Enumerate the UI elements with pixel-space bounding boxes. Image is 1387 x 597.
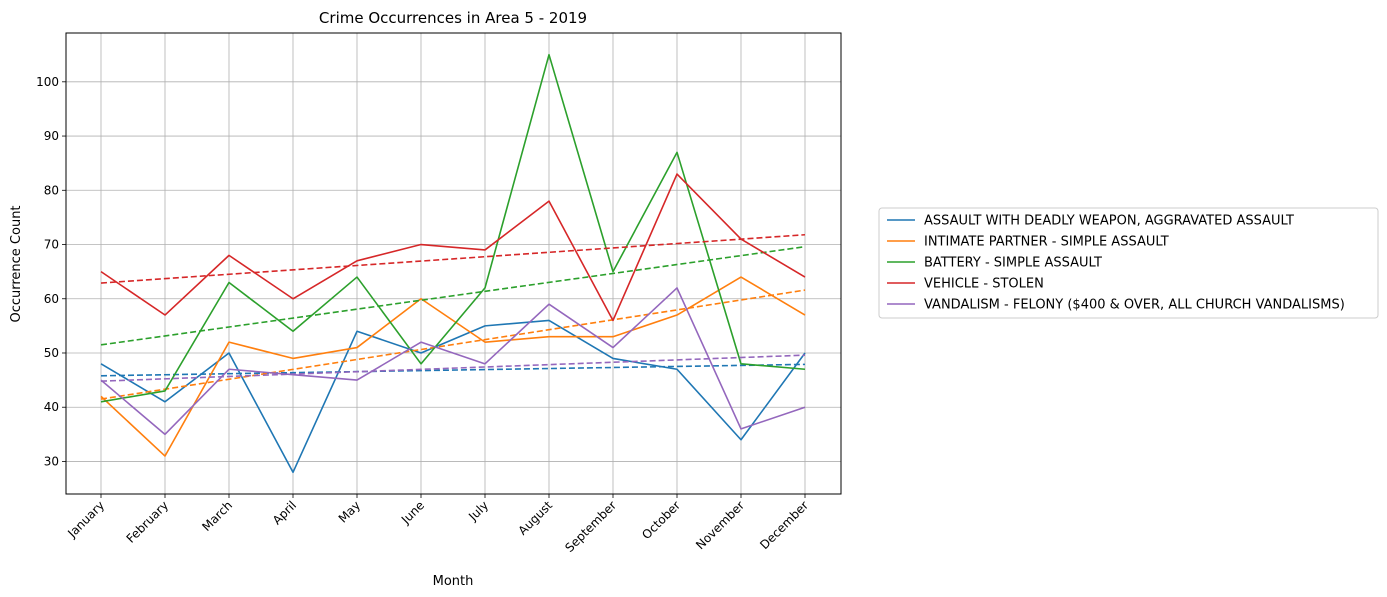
- legend-entry: VEHICLE - STOLEN: [924, 277, 1044, 292]
- y-tick-label: 80: [44, 183, 59, 197]
- chart-title: Crime Occurrences in Area 5 - 2019: [319, 9, 587, 27]
- x-axis-label: Month: [433, 574, 474, 589]
- legend-entry: INTIMATE PARTNER - SIMPLE ASSAULT: [924, 235, 1169, 250]
- y-tick-label: 70: [44, 238, 59, 252]
- legend-entry: BATTERY - SIMPLE ASSAULT: [924, 256, 1102, 271]
- y-tick-label: 100: [36, 75, 59, 89]
- series-line: [100, 276, 806, 457]
- x-axis: January February March April May June July Augu…: [64, 494, 811, 555]
- x-tick-label: January: [64, 498, 107, 541]
- y-tick-label: 30: [44, 454, 59, 468]
- x-tick-label: May: [336, 498, 363, 525]
- x-tick-label: April: [270, 498, 299, 527]
- x-tick-label: October: [639, 498, 683, 542]
- series-layer: [100, 53, 806, 474]
- plot-frame: [65, 32, 842, 495]
- y-tick-label: 50: [44, 346, 59, 360]
- x-tick-label: December: [757, 498, 811, 552]
- legend-box: [878, 207, 1379, 319]
- legend-entry: VANDALISM - FELONY ($400 & OVER, ALL CHU…: [924, 298, 1345, 313]
- legend: ASSAULT WITH DEADLY WEAPON, AGGRAVATED A…: [878, 207, 1379, 319]
- y-axis: 30 40 50 60 70 80 90 100: [36, 75, 66, 468]
- x-tick-label: June: [398, 498, 427, 527]
- x-tick-label: July: [465, 498, 491, 524]
- trend-line: [100, 245, 806, 346]
- x-tick-label: November: [693, 498, 747, 552]
- x-tick-label: August: [516, 498, 556, 538]
- series-line: [100, 319, 806, 474]
- y-tick-label: 60: [44, 292, 59, 306]
- legend-entry: ASSAULT WITH DEADLY WEAPON, AGGRAVATED A…: [924, 214, 1294, 229]
- series-line: [100, 53, 806, 403]
- y-tick-label: 90: [44, 129, 59, 143]
- y-tick-label: 40: [44, 400, 59, 414]
- x-tick-label: February: [124, 498, 172, 546]
- series-line: [100, 287, 806, 436]
- x-tick-label: September: [562, 498, 619, 555]
- series-line: [100, 173, 806, 322]
- trend-line: [100, 354, 806, 382]
- trend-line: [100, 363, 806, 377]
- trend-line: [100, 233, 806, 284]
- y-axis-label: Occurrence Count: [9, 205, 24, 322]
- x-tick-label: March: [199, 498, 235, 534]
